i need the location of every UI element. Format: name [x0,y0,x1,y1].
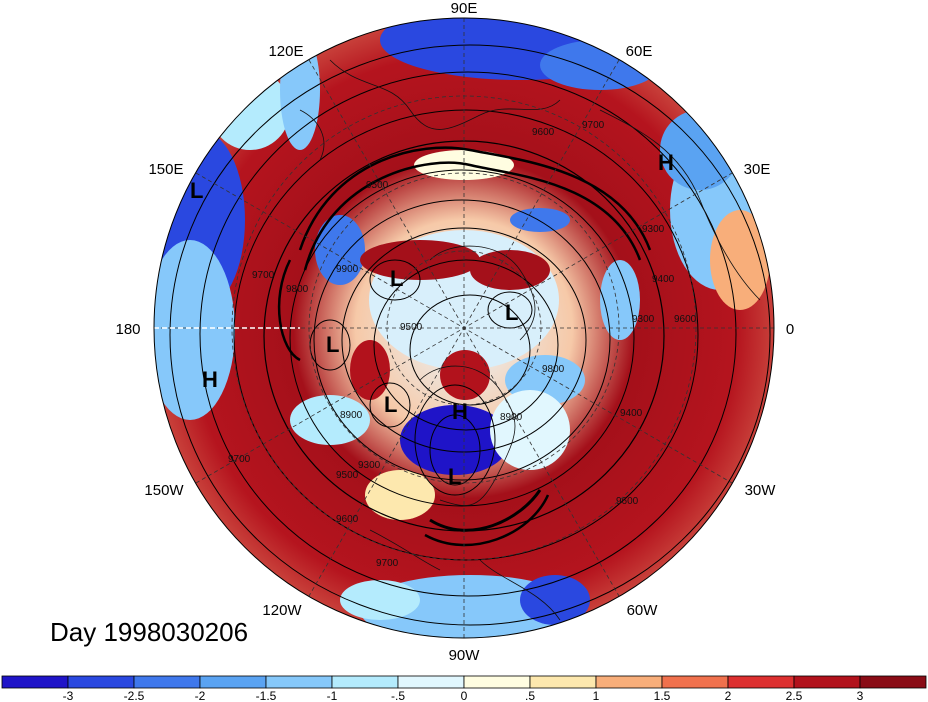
contour-label: 9400 [620,408,643,419]
colorbar-tick-label: 1.5 [654,689,671,702]
lon-label-60e: 60E [626,43,653,60]
colorbar-tick-label: 2 [725,689,732,702]
colorbar-swatch [1,675,69,689]
contour-label: 8900 [500,412,523,423]
colorbar-swatch [397,675,465,689]
contour-label: 9700 [376,558,399,569]
contour-label: 9800 [286,284,309,295]
low-marker: L [448,464,461,489]
contour-label: 9600 [336,514,359,525]
contour-label: 9400 [652,274,675,285]
lon-label-150e: 150E [148,161,183,178]
lon-label-60w: 60W [627,602,659,619]
colorbar-tick-label: .5 [525,689,535,702]
colorbar-swatch [859,675,927,689]
contour-label: 9600 [616,496,639,507]
contour-label: 9300 [358,460,381,471]
contour-label: 9700 [252,270,275,281]
low-marker: L [190,178,203,203]
colorbar-swatch [793,675,861,689]
low-marker: L [384,392,397,417]
lon-label-90e: 90E [451,0,478,17]
colorbar-tick-label: -1 [327,689,338,702]
contour-label: 9500 [400,322,423,333]
map-boundary [153,17,775,639]
coastlines [299,59,761,621]
colorbar-tick-label: -2.5 [124,689,145,702]
low-marker: L [326,332,339,357]
contour-labels: 9600 9700 9500 9300 9700 9800 9900 9500 … [228,120,697,569]
height-contours [169,44,771,626]
contour-label: 9500 [366,180,389,191]
lon-label-180: 180 [115,321,140,338]
map-disk: 9600 9700 9500 9300 9700 9800 9900 9500 … [154,18,774,638]
colorbar-tick-label: 0 [461,689,468,702]
colorbar-swatch [67,675,135,689]
colorbar-tick-label: 3 [857,689,864,702]
colorbar-swatch [463,675,531,689]
high-marker: H [202,367,218,392]
colorbar-tick-label: -2 [195,689,206,702]
lon-label-120w: 120W [262,602,302,619]
high-marker: H [658,150,674,175]
contour-label: 9300 [642,224,665,235]
lon-label-0: 0 [786,321,794,338]
colorbar-tick-label: -3 [63,689,74,702]
contour-label: 9300 [632,314,655,325]
colorbar: -3 -2.5 -2 -1.5 -1 -.5 0 .5 1 1.5 2 2.5 3 [1,675,927,702]
colorbar-swatch [199,675,267,689]
lon-label-120e: 120E [268,43,303,60]
contour-label: 8900 [340,410,363,421]
colorbar-swatch [727,675,795,689]
contour-label: 9500 [336,470,359,481]
colorbar-swatch [595,675,663,689]
colorbar-tick-label: -.5 [391,689,405,702]
graticule [154,18,774,638]
colorbar-tick-label: 1 [593,689,600,702]
high-marker: H [452,399,468,424]
day-label: Day 1998030206 [50,617,249,647]
contour-label: 9700 [582,120,605,131]
lon-label-30e: 30E [744,161,771,178]
contour-label: 9900 [336,264,359,275]
colorbar-swatch [661,675,729,689]
lon-label-90w: 90W [449,647,481,664]
colorbar-swatch [529,675,597,689]
colorbar-swatch [133,675,201,689]
colorbar-swatch [265,675,333,689]
contour-label: 9600 [532,127,555,138]
lon-label-150w: 150W [144,482,184,499]
colorbar-tick-label: -1.5 [256,689,277,702]
contour-label: 9800 [542,364,565,375]
colorbar-tick-label: 2.5 [786,689,803,702]
colorbar-swatch [331,675,399,689]
longitude-labels: 90E 60E 30E 0 30W 60W 90W 120W 150W 180 … [115,0,794,664]
pressure-system-markers: H L L H L L L L H [190,150,674,489]
low-marker: L [390,266,403,291]
contour-label: 9700 [228,454,251,465]
contour-label: 9600 [674,314,697,325]
low-marker: L [505,300,518,325]
lon-label-30w: 30W [745,482,777,499]
